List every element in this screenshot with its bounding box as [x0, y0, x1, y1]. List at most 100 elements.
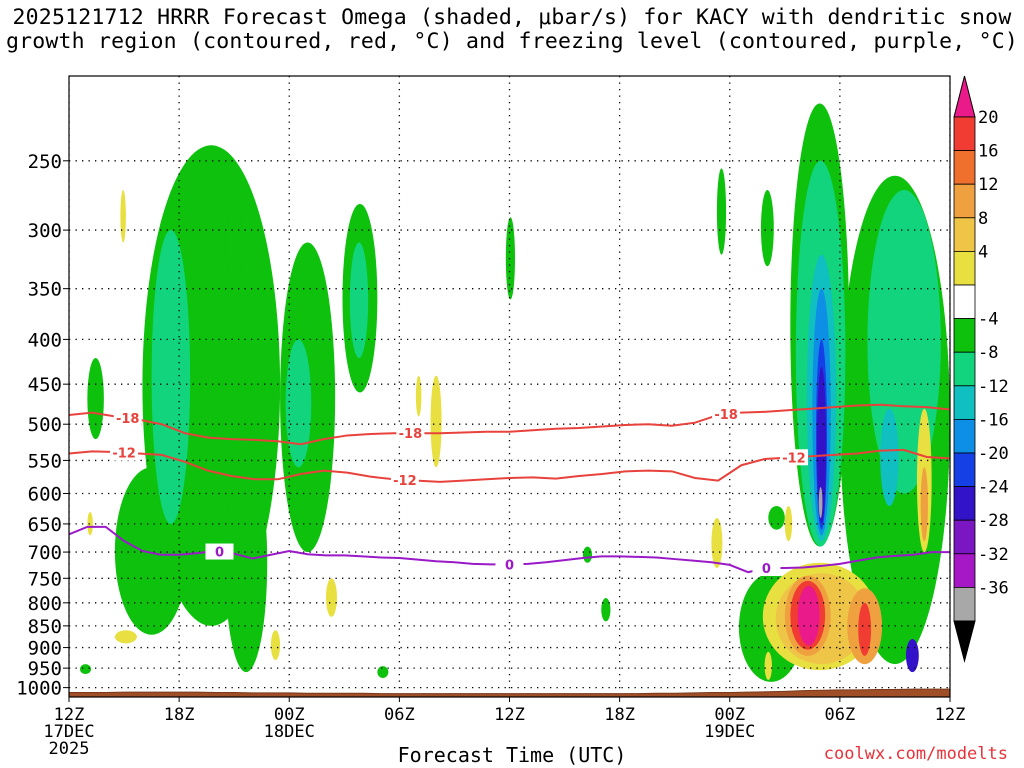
dgz-contour-label: -18: [399, 427, 423, 442]
title-line-2: growth region (contoured, red, °C) and f…: [5, 29, 1019, 54]
y-tick-label-850: 850: [28, 616, 62, 638]
y-tick-label-500: 500: [28, 414, 62, 436]
y-tick-label-900: 900: [28, 638, 62, 660]
dgz-contour-label-bg: [712, 406, 741, 423]
dgz-contour-label: -12: [112, 447, 136, 462]
omega-region-4: [430, 375, 442, 468]
omega-region-neg4: [768, 505, 785, 530]
colorbar-segment: [953, 351, 976, 387]
omega-region-neg4: [760, 190, 774, 267]
x-tick-label-24: 12Z: [494, 705, 525, 725]
omega-region-neg8: [285, 339, 312, 468]
omega-region-neg4: [226, 168, 242, 320]
dgz-contour-label-bg: [113, 410, 142, 427]
colorbar-label--8: -8: [978, 343, 998, 363]
omega-region-4: [415, 375, 422, 417]
y-tick-label-350: 350: [28, 279, 62, 301]
colorbar-segment: [953, 418, 976, 454]
omega-region-4: [711, 518, 723, 569]
colorbar-segment: [953, 150, 976, 185]
x-date-label: 18DEC: [264, 722, 315, 742]
omega-region-4: [325, 578, 337, 617]
dgz-contour-label: -18: [714, 408, 738, 423]
omega-region-neg24: [816, 366, 827, 524]
y-tick-label-1000: 1000: [16, 678, 62, 700]
dgz-contour-label-bg: [390, 471, 419, 488]
colorbar-label--32: -32: [978, 545, 1009, 565]
omega-region-neg4: [582, 546, 593, 563]
credit-link[interactable]: coolwx.com/modelts: [823, 744, 1008, 764]
colorbar-label--24: -24: [978, 478, 1009, 498]
colorbar-segment: [953, 587, 976, 622]
omega-region-neg4: [505, 217, 516, 300]
freezing-level-label: 0: [215, 546, 224, 561]
y-tick-label-600: 600: [28, 483, 62, 505]
colorbar-label-12: 12: [978, 175, 998, 195]
omega-region-4: [114, 630, 137, 644]
colorbar-label--16: -16: [978, 410, 1009, 430]
omega-region-4: [87, 512, 93, 536]
y-tick-label-300: 300: [28, 220, 62, 242]
x-date-label: 19DEC: [704, 722, 755, 742]
chart-title: 2025121712 HRRR Forecast Omega (shaded, …: [0, 6, 1024, 54]
omega-region-4: [270, 630, 281, 661]
y-tick-label-650: 650: [28, 514, 62, 536]
colorbar-segment: [953, 250, 976, 286]
y-tick-label-250: 250: [28, 151, 62, 173]
colorbar: 20 16 12 8 4 -4 -8 -12 -16 -20 -24 -28 -32 -36: [953, 75, 1009, 663]
colorbar-label-16: 16: [978, 142, 998, 162]
omega-region-20: [797, 585, 820, 646]
colorbar-bottom-arrow: [953, 620, 976, 663]
x-tick-label-42: 06Z: [825, 705, 856, 725]
omega-shading: [80, 103, 950, 682]
omega-region-neg4: [87, 357, 104, 440]
omega-region-neg4: [716, 168, 727, 255]
colorbar-label-20: 20: [978, 108, 998, 128]
colorbar-segment: [953, 486, 976, 521]
freezing-level-label-bg: [205, 543, 234, 560]
omega-region-neg12: [880, 408, 899, 506]
omega-region-8: [920, 467, 928, 542]
colorbar-label--36: -36: [978, 578, 1009, 598]
freezing-level-label: 0: [505, 558, 514, 573]
colorbar-label--12: -12: [978, 377, 1009, 397]
freezing-level-label-bg: [495, 556, 524, 573]
omega-region-neg4: [80, 664, 92, 675]
colorbar-segment: [953, 553, 976, 588]
colorbar-label-4: 4: [978, 242, 988, 262]
contour-lines: -18 -18 -18 -12 -12 -12 0 0 0: [69, 403, 950, 577]
y-tick-label-450: 450: [28, 374, 62, 396]
x-axis-label: Forecast Time (UTC): [397, 743, 627, 767]
colorbar-segment: [953, 385, 976, 420]
ground-layer: [69, 688, 950, 697]
colorbar-label-8: 8: [978, 209, 988, 229]
dgz-contour-label: -12: [393, 474, 417, 489]
omega-region-16: [858, 602, 872, 656]
x-date-label: 17DEC: [43, 722, 94, 742]
omega-region-neg4: [225, 453, 268, 673]
pressure-axis: 2503003504004505005506006507007508008509…: [16, 151, 69, 700]
omega-region-neg24: [905, 639, 919, 673]
dgz-contour-label-bg: [110, 444, 139, 461]
omega-region-neg32: [818, 487, 823, 519]
y-tick-label-700: 700: [28, 542, 62, 564]
colorbar-segment: [953, 217, 976, 252]
y-tick-label-800: 800: [28, 593, 62, 615]
x-tick-label-30: 18Z: [604, 705, 635, 725]
omega-region-4: [120, 190, 126, 243]
colorbar-label--20: -20: [978, 444, 1009, 464]
x-tick-label-6: 18Z: [164, 705, 195, 725]
x-year-label: 2025: [49, 739, 90, 759]
dgz-contour-label-bg: [396, 425, 425, 442]
x-tick-label-48: 12Z: [935, 705, 966, 725]
dgz-contour-label: -12: [782, 451, 806, 466]
omega-region-neg4: [377, 666, 389, 678]
colorbar-top-arrow: [953, 75, 976, 118]
colorbar-label--28: -28: [978, 511, 1009, 531]
colorbar-segment: [953, 284, 976, 319]
x-tick-label-36: 00Z: [714, 705, 745, 725]
freezing-level-label: 0: [762, 562, 771, 577]
colorbar-segment: [953, 183, 976, 219]
colorbar-segment: [953, 318, 976, 353]
